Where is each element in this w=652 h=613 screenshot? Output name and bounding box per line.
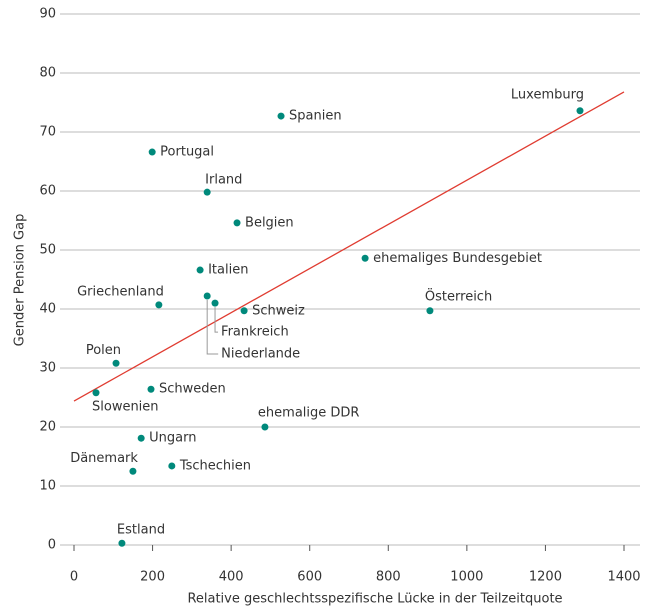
point-label: Polen xyxy=(86,343,121,358)
point xyxy=(147,385,155,393)
point-label: Luxemburg xyxy=(511,87,584,102)
point xyxy=(148,148,156,156)
x-tick-label: 600 xyxy=(297,570,322,585)
point-label: Spanien xyxy=(289,109,342,124)
y-tick-label: 70 xyxy=(39,125,56,140)
point xyxy=(203,188,211,196)
point-label: Belgien xyxy=(245,215,294,230)
x-tick-label: 400 xyxy=(219,570,244,585)
leader-line xyxy=(214,307,219,333)
y-tick-label: 10 xyxy=(39,479,56,494)
point xyxy=(196,266,204,274)
point xyxy=(261,423,269,431)
point-label: Frankreich xyxy=(221,325,289,340)
point xyxy=(211,299,219,307)
point xyxy=(129,467,137,475)
leader-line xyxy=(206,300,219,355)
point-label: Österreich xyxy=(425,287,492,304)
point-label: Irland xyxy=(205,173,242,188)
point-label: Estland xyxy=(117,523,165,538)
y-tick-label: 30 xyxy=(39,361,56,376)
point xyxy=(277,112,285,120)
point-label: Portugal xyxy=(160,145,214,160)
point xyxy=(233,219,241,227)
point xyxy=(137,434,145,442)
trend-line xyxy=(73,91,625,402)
point-label: ehemaliges Bundesgebiet xyxy=(373,251,542,266)
point xyxy=(361,254,369,262)
y-tick-label: 50 xyxy=(39,243,56,258)
point-label: ehemalige DDR xyxy=(258,406,360,421)
y-tick-label: 0 xyxy=(48,538,56,553)
point-label: Niederlande xyxy=(221,347,300,362)
point-label: Italien xyxy=(208,263,248,278)
y-tick-label: 90 xyxy=(39,7,56,22)
x-tick-label: 1400 xyxy=(607,570,640,585)
point-label: Schweiz xyxy=(252,303,305,318)
point-label: Dänemark xyxy=(70,451,138,466)
point xyxy=(118,539,126,547)
x-tick-label: 0 xyxy=(70,570,78,585)
point-label: Schweden xyxy=(159,382,226,397)
point xyxy=(426,307,434,315)
point xyxy=(92,389,100,397)
point xyxy=(203,292,211,300)
x-tick-label: 800 xyxy=(376,570,401,585)
point xyxy=(168,462,176,470)
point-label: Griechenland xyxy=(77,284,164,299)
point-label: Tschechien xyxy=(179,458,251,473)
point xyxy=(112,359,120,367)
x-tick-label: 200 xyxy=(140,570,165,585)
x-tick-label: 1000 xyxy=(450,570,483,585)
y-tick-label: 60 xyxy=(39,184,56,199)
point xyxy=(155,301,163,309)
x-axis-label: Relative geschlechtsspezifische Lücke in… xyxy=(187,592,562,607)
y-tick-label: 40 xyxy=(39,302,56,317)
y-tick-label: 80 xyxy=(39,66,56,81)
y-axis-label: Gender Pension Gap xyxy=(13,214,28,347)
x-tick-label: 1200 xyxy=(529,570,562,585)
point-label: Ungarn xyxy=(149,431,196,446)
point xyxy=(240,307,248,315)
point-label: Slowenien xyxy=(92,399,159,414)
point xyxy=(576,107,584,115)
y-tick-label: 20 xyxy=(39,420,56,435)
